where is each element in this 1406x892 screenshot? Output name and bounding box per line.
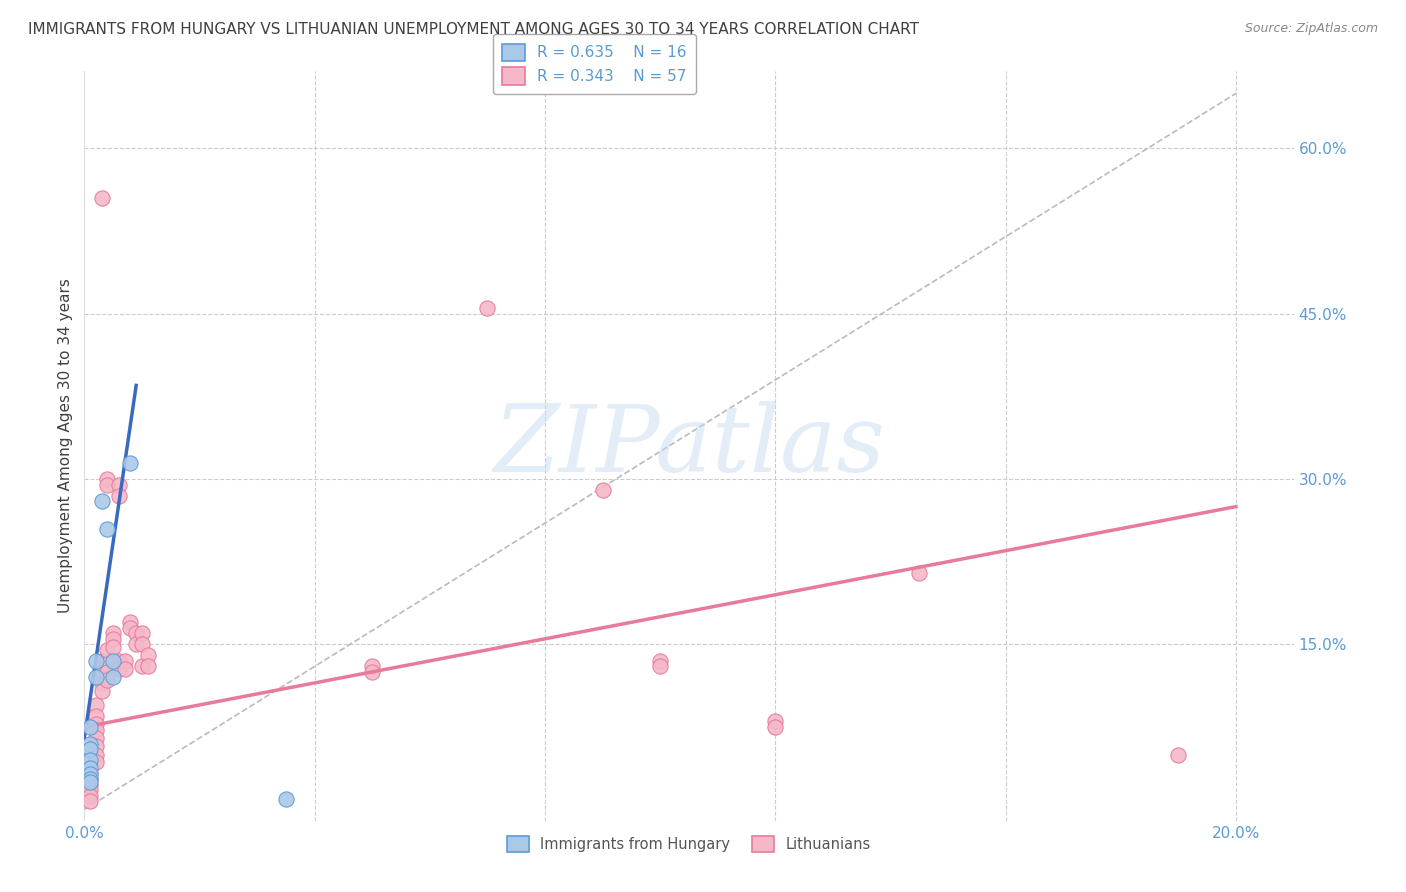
Point xyxy=(79,772,101,786)
Point xyxy=(101,654,124,668)
Point xyxy=(79,761,101,775)
Legend: Immigrants from Hungary, Lithuanians: Immigrants from Hungary, Lithuanians xyxy=(501,830,877,858)
Point xyxy=(101,670,124,684)
Text: ZIPatlas: ZIPatlas xyxy=(494,401,884,491)
Point xyxy=(120,615,142,630)
Point xyxy=(136,648,159,663)
Point xyxy=(120,621,142,635)
Point xyxy=(763,714,786,729)
Point xyxy=(84,698,107,712)
Point xyxy=(90,665,112,679)
Point xyxy=(84,739,107,753)
Point xyxy=(79,720,101,734)
Point xyxy=(96,673,118,687)
Point xyxy=(96,522,118,536)
Point xyxy=(108,654,131,668)
Point xyxy=(90,676,112,690)
Point xyxy=(361,665,384,679)
Point xyxy=(79,767,101,781)
Point xyxy=(114,662,136,676)
Point xyxy=(79,761,101,775)
Point xyxy=(90,191,112,205)
Point xyxy=(79,775,101,789)
Point xyxy=(96,477,118,491)
Point xyxy=(125,637,148,651)
Point xyxy=(79,753,101,767)
Point xyxy=(477,301,499,316)
Point xyxy=(79,756,101,771)
Point xyxy=(79,789,101,804)
Point xyxy=(131,626,153,640)
Point xyxy=(79,742,101,756)
Point xyxy=(908,566,931,580)
Point xyxy=(90,683,112,698)
Point xyxy=(79,794,101,808)
Point xyxy=(84,654,107,668)
Point xyxy=(108,489,131,503)
Point xyxy=(96,665,118,679)
Text: Source: ZipAtlas.com: Source: ZipAtlas.com xyxy=(1244,22,1378,36)
Point xyxy=(131,637,153,651)
Point xyxy=(84,756,107,770)
Point xyxy=(79,749,101,764)
Text: IMMIGRANTS FROM HUNGARY VS LITHUANIAN UNEMPLOYMENT AMONG AGES 30 TO 34 YEARS COR: IMMIGRANTS FROM HUNGARY VS LITHUANIAN UN… xyxy=(28,22,920,37)
Y-axis label: Unemployment Among Ages 30 to 34 years: Unemployment Among Ages 30 to 34 years xyxy=(58,278,73,614)
Point xyxy=(96,643,118,657)
Point xyxy=(101,626,124,640)
Point xyxy=(108,662,131,676)
Point xyxy=(96,472,118,486)
Point xyxy=(79,742,101,756)
Point xyxy=(114,654,136,668)
Point xyxy=(84,723,107,738)
Point xyxy=(90,654,112,668)
Point xyxy=(84,731,107,745)
Point xyxy=(108,477,131,491)
Point xyxy=(125,626,148,640)
Point xyxy=(84,747,107,762)
Point xyxy=(96,657,118,672)
Point xyxy=(84,709,107,723)
Point xyxy=(101,632,124,646)
Point xyxy=(101,640,124,654)
Point xyxy=(592,483,614,497)
Point xyxy=(79,778,101,792)
Point xyxy=(79,782,101,797)
Point xyxy=(650,654,672,668)
Point xyxy=(84,670,107,684)
Point xyxy=(79,772,101,786)
Point xyxy=(120,456,142,470)
Point xyxy=(136,659,159,673)
Point xyxy=(79,766,101,780)
Point xyxy=(79,737,101,751)
Point xyxy=(90,494,112,508)
Point xyxy=(131,659,153,673)
Point xyxy=(84,716,107,731)
Point xyxy=(763,720,786,734)
Point xyxy=(274,791,297,805)
Point xyxy=(1167,747,1189,762)
Point xyxy=(650,659,672,673)
Point xyxy=(361,659,384,673)
